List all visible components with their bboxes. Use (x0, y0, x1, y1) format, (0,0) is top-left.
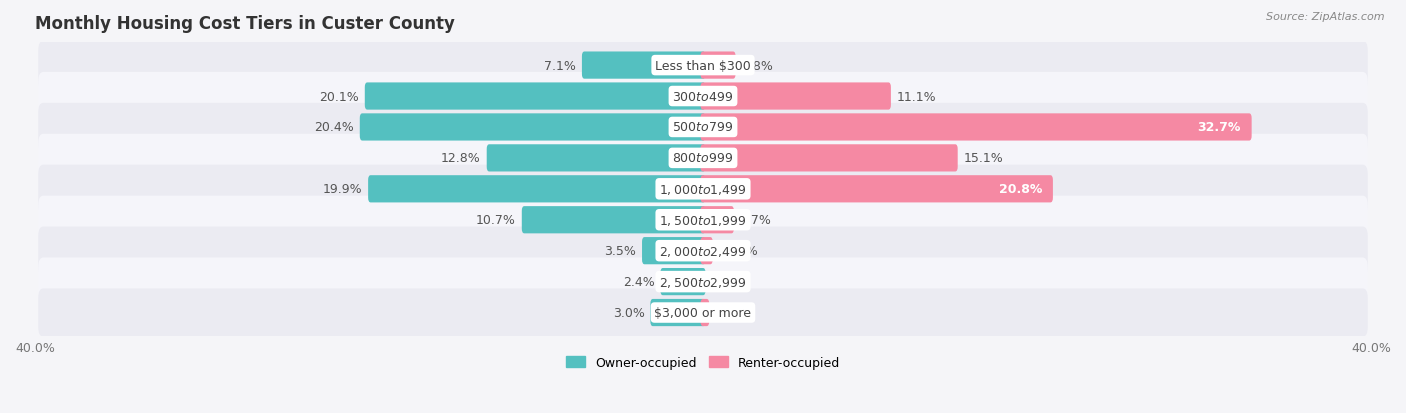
FancyBboxPatch shape (38, 73, 1368, 121)
FancyBboxPatch shape (700, 114, 1251, 141)
FancyBboxPatch shape (38, 42, 1368, 90)
FancyBboxPatch shape (38, 104, 1368, 152)
Text: 20.4%: 20.4% (314, 121, 354, 134)
FancyBboxPatch shape (643, 237, 706, 265)
Text: 0.43%: 0.43% (718, 244, 758, 258)
Text: Source: ZipAtlas.com: Source: ZipAtlas.com (1267, 12, 1385, 22)
FancyBboxPatch shape (700, 176, 1053, 203)
Text: 2.4%: 2.4% (623, 275, 655, 288)
FancyBboxPatch shape (368, 176, 706, 203)
FancyBboxPatch shape (38, 165, 1368, 214)
Text: 0.0%: 0.0% (711, 275, 744, 288)
Text: $800 to $999: $800 to $999 (672, 152, 734, 165)
Text: $500 to $799: $500 to $799 (672, 121, 734, 134)
Text: 15.1%: 15.1% (963, 152, 1004, 165)
FancyBboxPatch shape (700, 83, 891, 110)
FancyBboxPatch shape (582, 52, 706, 80)
Text: 10.7%: 10.7% (477, 214, 516, 227)
Text: $1,000 to $1,499: $1,000 to $1,499 (659, 183, 747, 196)
Text: $300 to $499: $300 to $499 (672, 90, 734, 103)
FancyBboxPatch shape (360, 114, 706, 141)
Text: 20.8%: 20.8% (998, 183, 1042, 196)
FancyBboxPatch shape (38, 289, 1368, 337)
Text: $2,000 to $2,499: $2,000 to $2,499 (659, 244, 747, 258)
FancyBboxPatch shape (651, 299, 706, 326)
Text: $3,000 or more: $3,000 or more (655, 306, 751, 319)
Text: $1,500 to $1,999: $1,500 to $1,999 (659, 213, 747, 227)
FancyBboxPatch shape (38, 196, 1368, 244)
Text: $2,500 to $2,999: $2,500 to $2,999 (659, 275, 747, 289)
FancyBboxPatch shape (486, 145, 706, 172)
Text: 7.1%: 7.1% (544, 59, 576, 72)
FancyBboxPatch shape (700, 206, 734, 234)
Text: 19.9%: 19.9% (322, 183, 363, 196)
Text: 11.1%: 11.1% (897, 90, 936, 103)
Text: 3.5%: 3.5% (605, 244, 636, 258)
FancyBboxPatch shape (700, 145, 957, 172)
FancyBboxPatch shape (661, 268, 706, 295)
FancyBboxPatch shape (38, 134, 1368, 183)
Text: 1.7%: 1.7% (740, 214, 772, 227)
Text: 1.8%: 1.8% (741, 59, 773, 72)
FancyBboxPatch shape (700, 237, 713, 265)
FancyBboxPatch shape (700, 52, 735, 80)
FancyBboxPatch shape (38, 227, 1368, 275)
Text: 3.0%: 3.0% (613, 306, 644, 319)
FancyBboxPatch shape (522, 206, 706, 234)
Text: 32.7%: 32.7% (1198, 121, 1240, 134)
FancyBboxPatch shape (700, 299, 709, 326)
FancyBboxPatch shape (364, 83, 706, 110)
Text: Less than $300: Less than $300 (655, 59, 751, 72)
FancyBboxPatch shape (38, 258, 1368, 306)
Text: Monthly Housing Cost Tiers in Custer County: Monthly Housing Cost Tiers in Custer Cou… (35, 15, 454, 33)
Text: 20.1%: 20.1% (319, 90, 359, 103)
Text: 0.22%: 0.22% (716, 306, 755, 319)
Text: 12.8%: 12.8% (441, 152, 481, 165)
Legend: Owner-occupied, Renter-occupied: Owner-occupied, Renter-occupied (561, 351, 845, 374)
